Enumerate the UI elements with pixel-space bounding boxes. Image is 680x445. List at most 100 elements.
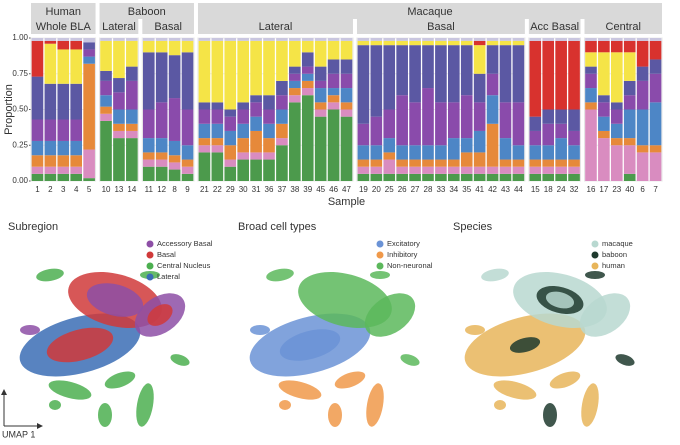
legend-label: macaque — [602, 239, 633, 248]
bar-segment — [340, 109, 353, 117]
cell-cluster — [549, 371, 581, 389]
bar-segment — [289, 38, 301, 41]
bar-segment — [181, 52, 194, 110]
bar-segment — [542, 173, 555, 181]
bar-segment — [314, 109, 327, 117]
bar-segment — [598, 95, 610, 103]
facet-strip — [99, 3, 194, 19]
bar-segment — [623, 145, 636, 174]
x-tick-label: 19 — [359, 185, 368, 194]
x-tick-label: 31 — [252, 185, 261, 194]
bar-segment — [126, 130, 138, 139]
bar-segment — [155, 102, 168, 139]
bar-segment — [276, 145, 288, 181]
x-tick-label: 27 — [411, 185, 420, 194]
cell-cluster — [334, 371, 366, 389]
legend-swatch — [146, 240, 154, 248]
bar-segment — [460, 173, 473, 181]
legend-swatch — [146, 262, 154, 270]
cell-cluster — [364, 293, 416, 337]
facet-label: Lateral — [259, 21, 293, 33]
bar-segment — [142, 166, 155, 181]
bar-segment — [542, 123, 555, 146]
bar-segment — [435, 40, 447, 46]
bar-segment — [486, 95, 499, 124]
x-tick-label: 46 — [329, 185, 338, 194]
bar-segment — [155, 166, 168, 181]
cell-cluster — [615, 354, 635, 366]
bar-segment — [168, 140, 181, 156]
bar-segment — [383, 152, 396, 160]
bar-segment — [340, 88, 353, 103]
bar-segment — [610, 52, 623, 103]
cell-cluster — [46, 327, 114, 363]
bar-segment — [237, 38, 249, 41]
bar-segment — [610, 38, 623, 41]
cell-cluster — [370, 271, 390, 279]
bar-segment — [181, 38, 194, 41]
bar-segment — [370, 40, 383, 46]
bar-segment — [610, 138, 623, 146]
bar-segment — [340, 73, 353, 89]
bar-segment — [181, 173, 194, 181]
cell-cluster — [136, 383, 154, 427]
legend-swatch — [146, 273, 154, 281]
bar-segment — [155, 159, 168, 167]
bar-segment — [585, 40, 597, 53]
bar-segment — [529, 130, 542, 146]
cell-cluster — [581, 383, 599, 427]
x-tick-label: 47 — [342, 185, 351, 194]
bar-segment — [340, 40, 353, 60]
bar-segment — [623, 138, 636, 146]
cell-cluster — [545, 291, 575, 309]
bar-segment — [301, 66, 314, 74]
bar-segment — [340, 38, 353, 41]
bar-segment — [486, 166, 499, 174]
bar-segment — [529, 159, 542, 167]
y-tick-label: 0.75 — [12, 69, 28, 78]
bar-segment — [168, 38, 181, 41]
bar-segment — [435, 38, 447, 41]
x-tick-label: 28 — [424, 185, 433, 194]
legend-label: Excitatory — [387, 239, 420, 248]
bar-segment — [142, 138, 155, 153]
bar-segment — [649, 38, 662, 41]
bar-segment — [57, 155, 70, 167]
legend-swatch — [591, 262, 599, 270]
bar-segment — [314, 102, 327, 110]
bar-segment — [512, 166, 525, 174]
bar-segment — [512, 173, 525, 181]
bar-segment — [289, 66, 301, 74]
bar-segment — [409, 166, 421, 174]
bar-segment — [568, 109, 580, 131]
bar-segment — [314, 88, 327, 103]
bar-segment — [83, 56, 95, 64]
bar-segment — [422, 45, 434, 89]
x-tick-label: 30 — [239, 185, 248, 194]
bar-segment — [181, 109, 194, 146]
bar-segment — [370, 116, 383, 146]
bar-segment — [168, 98, 181, 141]
bar-segment — [649, 102, 662, 146]
bar-segment — [460, 38, 473, 41]
bar-segment — [610, 102, 623, 110]
panel-title: Species — [453, 221, 493, 233]
bar-segment — [555, 123, 567, 139]
x-tick-label: 44 — [514, 185, 523, 194]
bar-segment — [499, 138, 512, 160]
bar-segment — [448, 102, 460, 139]
bar-segment — [585, 109, 597, 181]
bar-segment — [263, 138, 275, 153]
panel-title: Broad cell types — [238, 221, 317, 233]
bar-segment — [529, 145, 542, 160]
bar-segment — [370, 166, 383, 174]
y-tick-label: 1.00 — [12, 33, 28, 42]
bar-segment — [224, 159, 237, 167]
bar-segment — [422, 38, 434, 41]
bar-segment — [499, 45, 512, 103]
x-tick-label: 38 — [290, 185, 299, 194]
bar-segment — [263, 109, 275, 124]
bar-segment — [598, 130, 610, 139]
facet-label: Lateral — [102, 21, 136, 33]
bar-segment — [70, 155, 83, 167]
